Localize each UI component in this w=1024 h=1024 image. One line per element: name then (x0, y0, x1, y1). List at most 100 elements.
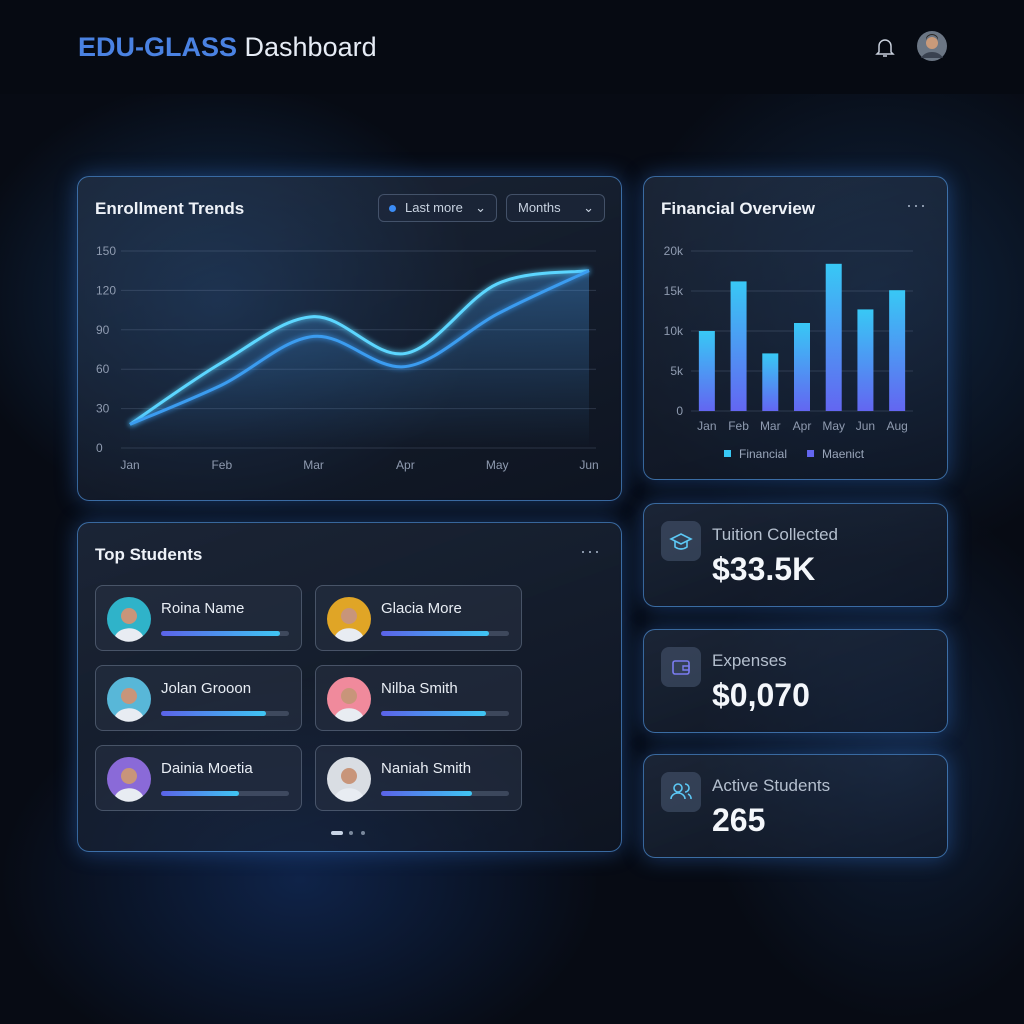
progress-track (161, 791, 289, 796)
legend-label: Maenict (822, 447, 865, 461)
avatar-head (121, 768, 137, 784)
y-tick-label: 0 (96, 441, 103, 455)
financial-card: Financial Overview ··· 0 5k 10k 15k 20k Jan Fe… (643, 176, 948, 480)
student-avatar (107, 757, 151, 802)
more-menu[interactable]: ··· (580, 541, 601, 561)
y-tick-label: 90 (96, 323, 110, 337)
student-avatar (327, 757, 371, 802)
x-tick-label: Apr (396, 458, 415, 472)
y-tick-label: 5k (670, 364, 684, 378)
y-tick-label: 150 (96, 244, 116, 258)
student-name: Jolan Grooon (161, 680, 252, 697)
progress-bar (381, 711, 486, 716)
progress-track (161, 631, 289, 636)
enrollment-card: Enrollment Trends Last more ⌄ Months ⌄ 0 30… (77, 176, 622, 501)
student-name: Nilba Smith (381, 680, 458, 697)
y-tick-label: 0 (676, 404, 683, 418)
filter-dropdown[interactable]: Last more ⌄ (378, 194, 497, 222)
student-name: Roina Name (161, 600, 245, 617)
stat-label: Active Students (712, 776, 831, 795)
bar (794, 323, 810, 411)
stat-value: $33.5K (712, 551, 816, 587)
student-name: Glacia More (381, 600, 462, 617)
student-tile: Dainia Moetia (95, 745, 302, 811)
student-name: Dainia Moetia (161, 760, 253, 777)
brand-name: EDU-GLASS (78, 32, 238, 62)
student-tile: Glacia More (315, 585, 522, 651)
progress-bar (381, 631, 489, 636)
avatar-body (115, 628, 143, 642)
line-chart: 0 30 60 90 120 150 Jan Feb Mar Apr May Jun (96, 244, 599, 472)
x-tick-label: May (486, 458, 509, 472)
student-tile: Nilba Smith (315, 665, 522, 731)
y-tick-label: 30 (96, 402, 110, 416)
stat-card: Tuition Collected $33.5K (643, 503, 948, 607)
x-tick-label: Jun (579, 458, 598, 472)
bar-chart: 0 5k 10k 15k 20k Jan Feb Mar Apr May Jun Aug Financi… (664, 244, 913, 461)
more-menu[interactable]: ··· (906, 195, 927, 215)
avatar-head (341, 688, 357, 704)
avatar-head (121, 688, 137, 704)
avatar-head (121, 608, 137, 624)
stat-value: 265 (712, 802, 766, 838)
bar (889, 290, 906, 411)
progress-bar (161, 711, 266, 716)
x-tick-label: Jan (697, 419, 716, 433)
student-name: Naniah Smith (381, 760, 472, 777)
card-title: Enrollment Trends (95, 199, 245, 218)
y-tick-label: 15k (664, 284, 684, 298)
bar (762, 353, 779, 411)
pagination[interactable] (330, 829, 370, 837)
filter-dropdown[interactable]: Months ⌄ (506, 194, 605, 222)
header: EDU-GLASS Dashboard (0, 0, 1024, 94)
card-title: Top Students (95, 545, 203, 564)
progress-track (161, 711, 289, 716)
line-series (129, 269, 590, 426)
student-avatar (107, 677, 151, 722)
avatar-body (335, 628, 363, 642)
x-tick-label: Feb (728, 419, 749, 433)
x-tick-label: Jun (856, 419, 875, 433)
progress-bar (381, 791, 472, 796)
legend-label: Financial (739, 447, 787, 461)
bar (825, 263, 842, 411)
line-area (130, 270, 589, 448)
legend-swatch (807, 450, 815, 457)
brand: EDU-GLASS Dashboard (78, 32, 377, 63)
stat-icon (661, 772, 701, 812)
stat-card: Active Students 265 (643, 754, 948, 858)
x-tick-label: Aug (886, 419, 907, 433)
legend-swatch (724, 450, 731, 457)
page-title: Dashboard (244, 32, 377, 62)
student-avatar (327, 597, 371, 642)
progress-bar (161, 631, 281, 636)
x-tick-label: Mar (303, 458, 324, 472)
x-tick-label: Jan (120, 458, 139, 472)
top-students-card: Top Students ··· Roina Name Glacia More Jo… (77, 522, 622, 852)
notification-bell[interactable] (873, 35, 897, 59)
line-series (129, 269, 590, 426)
user-avatar[interactable] (916, 30, 948, 62)
progress-track (381, 791, 509, 796)
stat-label: Tuition Collected (712, 525, 838, 544)
filter-label: Months (518, 200, 561, 215)
progress-track (381, 711, 509, 716)
stat-icon (661, 647, 701, 687)
bar (857, 309, 874, 411)
x-tick-label: Feb (211, 458, 232, 472)
student-tile: Roina Name (95, 585, 302, 651)
bar (698, 331, 715, 411)
student-avatar (107, 597, 151, 642)
card-title: Financial Overview (661, 199, 816, 218)
y-tick-label: 60 (96, 362, 110, 376)
student-avatar (327, 677, 371, 722)
y-tick-label: 10k (664, 324, 684, 338)
stat-label: Expenses (712, 651, 787, 670)
stat-value: $0,070 (712, 677, 810, 713)
bar (730, 281, 747, 411)
avatar-head (341, 608, 357, 624)
x-tick-label: Apr (793, 419, 812, 433)
progress-track (381, 631, 509, 636)
filter-label: Last more (405, 200, 463, 215)
